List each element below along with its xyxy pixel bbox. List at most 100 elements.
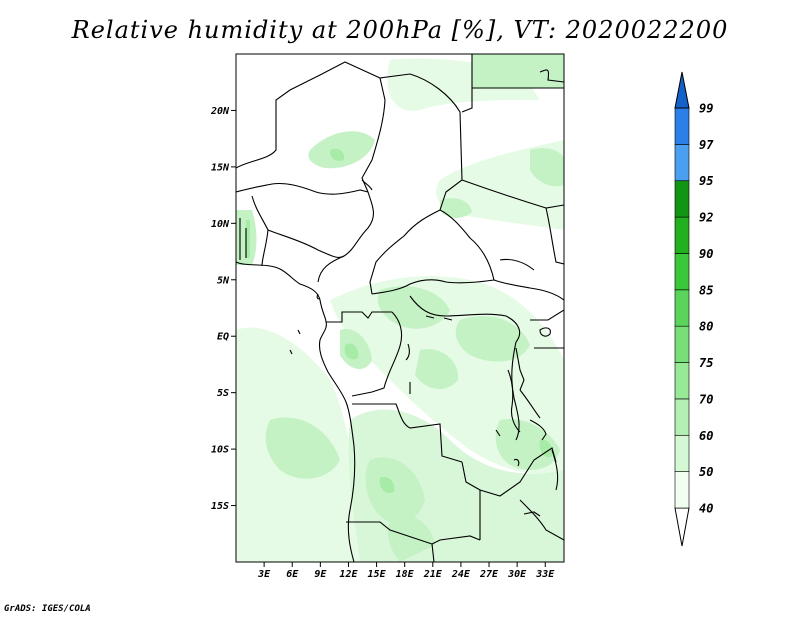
lake-outline-16 — [297, 329, 301, 335]
lat-tick-label: 10S — [211, 445, 229, 456]
coastline-west-africa — [236, 261, 356, 562]
border-segment-4 — [317, 191, 374, 283]
humidity-patch-4 — [455, 316, 530, 362]
lon-tick-label: 33E — [535, 569, 555, 580]
border-segment-23 — [346, 521, 435, 562]
lon-tick-label: 15E — [368, 569, 387, 580]
lake-outline-12 — [405, 343, 410, 361]
colorbar-segment — [674, 253, 690, 291]
colorbar: 40 50 60 70 75 80 85 90 92 95 97 99 — [674, 71, 714, 547]
colorbar-segment — [674, 434, 690, 472]
lon-tick-label: 3E — [257, 569, 271, 580]
lat-tick-label: 20N — [210, 106, 230, 117]
border-segment-14 — [545, 207, 564, 265]
colorbar-level-label: 92 — [699, 211, 713, 225]
border-segment-10 — [439, 209, 495, 281]
border-segment-9 — [371, 279, 495, 295]
lake-outline-6 — [425, 315, 435, 319]
colorbar-top-arrow — [674, 71, 690, 109]
coastline-segment-north — [539, 69, 564, 83]
lake-outline-9 — [523, 511, 541, 517]
border-segment-20 — [352, 403, 463, 463]
lat-tick-label: 5S — [217, 388, 229, 399]
border-segment-29 — [519, 389, 541, 419]
border-segment-22 — [431, 535, 481, 545]
border-segment-7 — [379, 73, 463, 211]
lon-tick-label: 18E — [396, 569, 415, 580]
humidity-patch-13 — [440, 198, 472, 218]
colorbar-level-label: 75 — [699, 356, 713, 370]
colorbar-segment — [674, 325, 690, 363]
colorbar-bottom-arrow — [674, 507, 690, 547]
colorbar-level-label: 95 — [699, 174, 713, 188]
lat-tick-label: EQ — [217, 332, 229, 343]
lake-outline-5 — [361, 179, 373, 191]
lake-outline-17 — [289, 349, 293, 355]
border-segment-30 — [499, 258, 535, 271]
border-segment-17 — [351, 311, 403, 397]
lon-tick-label: 30E — [507, 569, 527, 580]
humidity-patch-7 — [495, 419, 560, 470]
border-segment-19 — [511, 341, 520, 441]
border-segment-6 — [267, 229, 345, 259]
colorbar-level-label: 99 — [699, 102, 713, 116]
colorbar-level-label: 90 — [699, 247, 713, 261]
lon-tick-label: 12E — [339, 569, 358, 580]
border-segment-11 — [461, 54, 473, 113]
border-segment-1 — [236, 61, 381, 169]
colorbar-segment — [674, 289, 690, 327]
lon-tick-label: 6E — [286, 569, 299, 580]
longitude-ticks: 3E 6E 9E 12E 15E 18E 21E 24E 27E 30E 33E — [257, 562, 555, 580]
humidity-patch-1 — [377, 286, 450, 329]
grads-credit: GrADS: IGES/COLA — [4, 604, 91, 614]
country-borders — [236, 54, 564, 562]
border-segment-18 — [409, 295, 521, 343]
humidity-spot-2 — [246, 220, 250, 258]
humidity-shading — [236, 54, 564, 562]
lake-outline-8 — [513, 458, 520, 467]
latitude-ticks: 20N 15N 10N 5N EQ 5S 10S 15S — [210, 106, 236, 512]
colorbar-level-label: 60 — [699, 429, 713, 443]
lon-tick-label: 24E — [451, 569, 471, 580]
chart-title: Relative humidity at 200hPa [%], VT: 202… — [71, 16, 729, 44]
colorbar-segment — [674, 144, 690, 182]
colorbar-segment — [674, 107, 690, 145]
lat-tick-label: 15N — [211, 162, 230, 173]
humidity-patch-12 — [388, 516, 435, 562]
colorbar-level-label: 80 — [699, 320, 713, 334]
colorbar-segment — [674, 180, 690, 218]
humidity-patch-6 — [365, 457, 425, 524]
lon-tick-label: 9E — [314, 569, 327, 580]
colorbar-level-label: 50 — [699, 465, 713, 479]
lake-outline-4 — [539, 327, 551, 337]
humidity-spot-4 — [379, 476, 395, 494]
humidity-patch-3 — [265, 417, 340, 479]
colorbar-level-label: 85 — [699, 283, 713, 297]
lon-tick-label: 27E — [479, 569, 499, 580]
humidity-patch-11 — [472, 54, 564, 88]
border-segment-8 — [369, 209, 441, 295]
colorbar-segment — [674, 398, 690, 436]
border-segment-28 — [515, 347, 525, 391]
lon-tick-label: 21E — [423, 569, 443, 580]
colorbar-level-label: 40 — [699, 502, 713, 516]
lake-outline-14 — [495, 429, 501, 437]
border-segment-3 — [236, 182, 369, 195]
colorbar-segment — [674, 471, 690, 509]
border-segment-15 — [493, 279, 564, 301]
colorbar-level-label: 97 — [699, 138, 714, 152]
lat-tick-label: 10N — [211, 219, 230, 230]
humidity-spot-3 — [539, 439, 553, 458]
border-segment-26 — [530, 309, 564, 321]
lat-tick-label: 15S — [211, 501, 229, 512]
lake-outline-7 — [443, 317, 453, 321]
lake-outline-2 — [529, 419, 547, 441]
border-segment-16 — [326, 311, 392, 323]
humidity-spot-5 — [329, 148, 345, 161]
colorbar-level-label: 70 — [699, 392, 713, 406]
border-segment-21 — [461, 461, 481, 540]
humidity-patch-9 — [530, 147, 564, 187]
lake-outline-1 — [507, 369, 521, 433]
border-segment-2 — [361, 77, 386, 193]
